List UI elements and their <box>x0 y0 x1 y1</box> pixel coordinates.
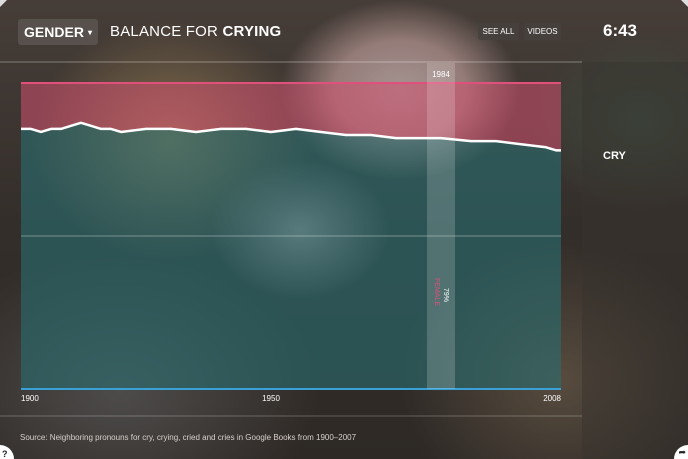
male-area <box>21 122 561 389</box>
see-all-button[interactable]: SEE ALL <box>478 23 519 40</box>
highlight-band <box>427 63 455 389</box>
highlight-year-label: 1984 <box>432 70 450 79</box>
video-timer: 6:43 <box>602 21 638 40</box>
page-title: BALANCE FOR CRYING <box>110 23 281 40</box>
corner-fold-top-left <box>0 0 7 7</box>
source-caption: Source: Neighboring pronouns for cry, cr… <box>20 433 357 442</box>
title-word: CRYING <box>222 23 282 40</box>
word-label[interactable]: CRY <box>603 150 626 162</box>
balance-line <box>21 121 561 152</box>
x-tick-label: 1950 <box>262 394 280 403</box>
highlight-series-label: FEMALE <box>433 278 440 306</box>
corner-fold-top-right <box>681 0 688 7</box>
share-button[interactable]: ➦ <box>674 445 688 459</box>
share-icon: ➦ <box>678 447 686 457</box>
female-area <box>21 83 561 151</box>
gender-dropdown-button[interactable]: GENDER ▾ <box>18 19 98 45</box>
help-icon: ? <box>2 449 8 459</box>
chevron-down-icon: ▾ <box>87 27 92 37</box>
x-tick-label: 2008 <box>543 394 561 403</box>
videos-button[interactable]: VIDEOS <box>524 23 561 40</box>
highlight-value-label: 79% <box>442 288 449 302</box>
gender-dropdown-label: GENDER <box>24 24 84 40</box>
word-panel <box>582 62 688 459</box>
title-prefix: BALANCE FOR <box>110 23 219 40</box>
x-tick-label: 1900 <box>21 394 39 403</box>
